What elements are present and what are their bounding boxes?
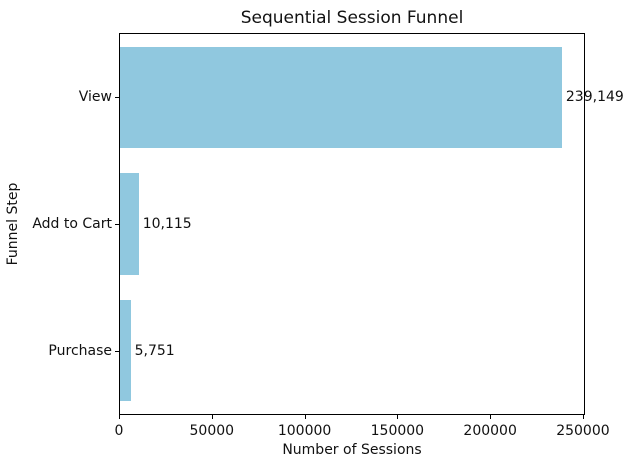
bar-row: 239,149 — [120, 34, 624, 161]
x-tick-mark — [490, 415, 492, 419]
x-tick-label: 100000 — [277, 423, 332, 439]
bar-row: 5,751 — [120, 287, 584, 414]
y-tick-mark — [115, 351, 119, 353]
y-tick-mark — [115, 96, 119, 98]
bar-view — [120, 46, 562, 148]
chart-title: Sequential Session Funnel — [240, 8, 464, 28]
x-tick-label: 200000 — [463, 423, 517, 439]
bar-value-label: 239,149 — [565, 89, 624, 106]
bar-row: 10,115 — [120, 161, 584, 288]
y-tick-mark — [115, 224, 119, 225]
x-tick-mark — [582, 415, 584, 419]
y-tick-label: Purchase — [48, 343, 112, 360]
y-tick-label: View — [78, 88, 112, 105]
x-axis-label: Number of Sessions — [282, 442, 422, 458]
bar-value-label: 5,751 — [134, 342, 175, 359]
x-tick-mark — [119, 415, 120, 419]
x-tick-label: 0 — [114, 423, 124, 439]
x-tick-mark — [304, 415, 306, 419]
x-tick-mark — [211, 415, 213, 419]
x-tick-label: 250000 — [556, 423, 610, 439]
x-tick-label: 150000 — [370, 423, 425, 439]
y-tick-label: Add to Cart — [32, 216, 112, 232]
x-tick-mark — [397, 415, 399, 419]
plot-area: 239,149 10,115 5,751 — [119, 33, 624, 415]
bar-value-label: 10,115 — [142, 215, 192, 232]
x-tick-label: 50000 — [189, 423, 235, 439]
bar-add-to-cart — [120, 173, 139, 275]
bar-purchase — [120, 300, 131, 402]
